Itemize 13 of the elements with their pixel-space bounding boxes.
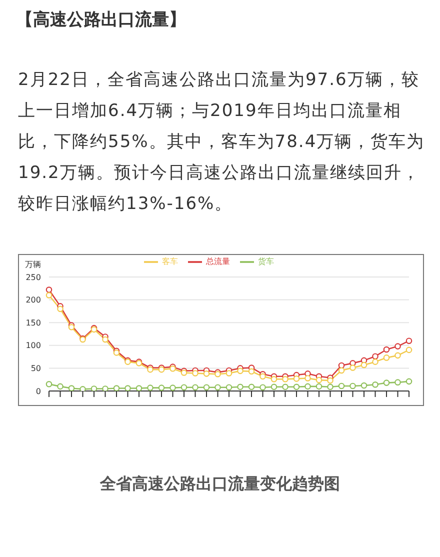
- y-tick-label: 0: [36, 386, 41, 396]
- y-tick-label: 200: [26, 296, 41, 305]
- y-tick-label: 150: [26, 318, 41, 328]
- y-tick-label: 250: [26, 272, 41, 282]
- text: 2月22日，全省高速公路出口流量为97.6万辆，较上一日增加6.4万辆；与2019年日均出口流量相比，下降约55%。其中，客车为78.4万辆，货车为19.2万辆。预计今日高速公路出口流量继续回升，较昨日涨幅约13%-16%。: [18, 69, 426, 216]
- legend-label: 客车: [162, 257, 178, 266]
- legend-label: 总流量: [206, 257, 230, 266]
- y-axis-title: 万辆: [25, 259, 41, 270]
- y-tick-label: 100: [26, 341, 41, 350]
- text: 全省高速公路出口流量变化趋势图: [98, 474, 341, 495]
- legend-label: 货车: [258, 257, 274, 266]
- y-tick-label: 50: [30, 364, 41, 374]
- text: 【高速公路出口流量】: [16, 9, 187, 31]
